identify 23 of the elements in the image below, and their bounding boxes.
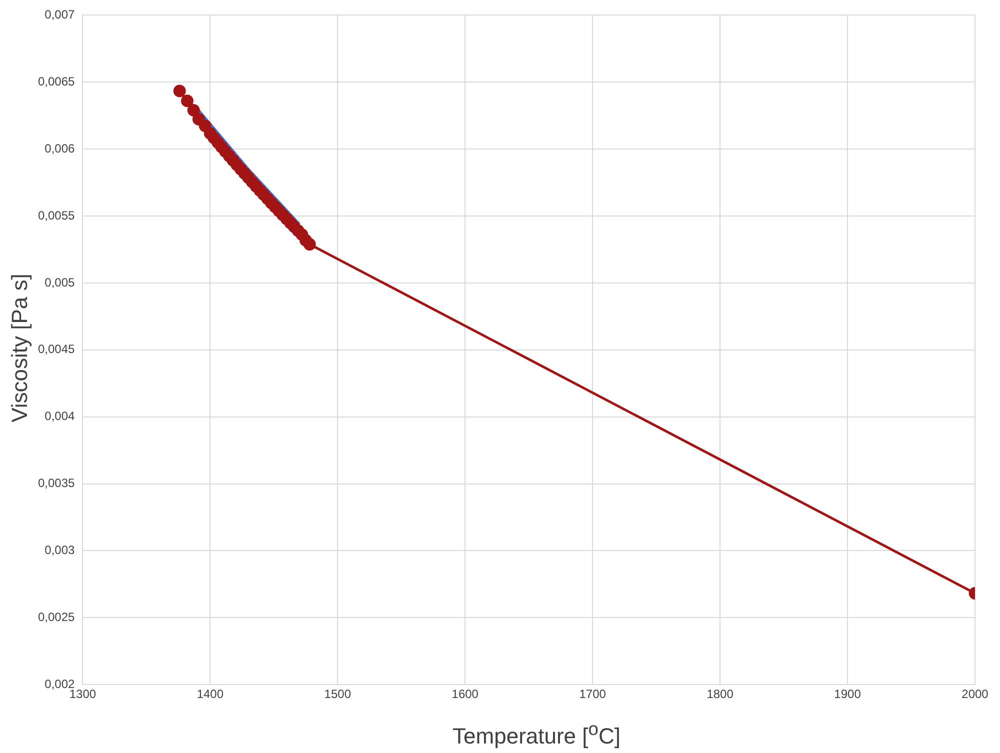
y-tick-label: 0,007 [44, 8, 76, 22]
x-axis-title: Temperature [$^{o}$C] [452, 718, 622, 750]
x-tick-label: 1900 [834, 687, 862, 702]
y-tick-label: 0,0045 [38, 342, 76, 356]
y-tick-label: 0,0025 [38, 610, 76, 624]
point [173, 84, 186, 98]
x-tick-label: 2000 [962, 687, 989, 702]
x-tick-label: 1500 [324, 687, 352, 702]
y-tick-label: 0,003 [44, 543, 76, 558]
y-tick-label: 0,006 [44, 141, 76, 156]
x-tick-label: 1800 [706, 687, 734, 702]
point [180, 94, 194, 108]
y-tick-label: 0,0055 [38, 208, 76, 222]
y-tick-label: 0,0065 [38, 74, 76, 88]
x-tick-label: 1700 [579, 687, 606, 702]
x-tick-label: 1400 [196, 687, 224, 702]
y-tick-label: 0,0035 [38, 476, 76, 490]
point [303, 238, 316, 251]
y-axis-title: Viscosity [Pa s] [7, 272, 33, 424]
x-tick-label: 1600 [452, 687, 479, 702]
point [187, 104, 200, 117]
y-tick-label: 0,005 [44, 275, 76, 290]
y-tick-label: 0,004 [44, 409, 76, 424]
